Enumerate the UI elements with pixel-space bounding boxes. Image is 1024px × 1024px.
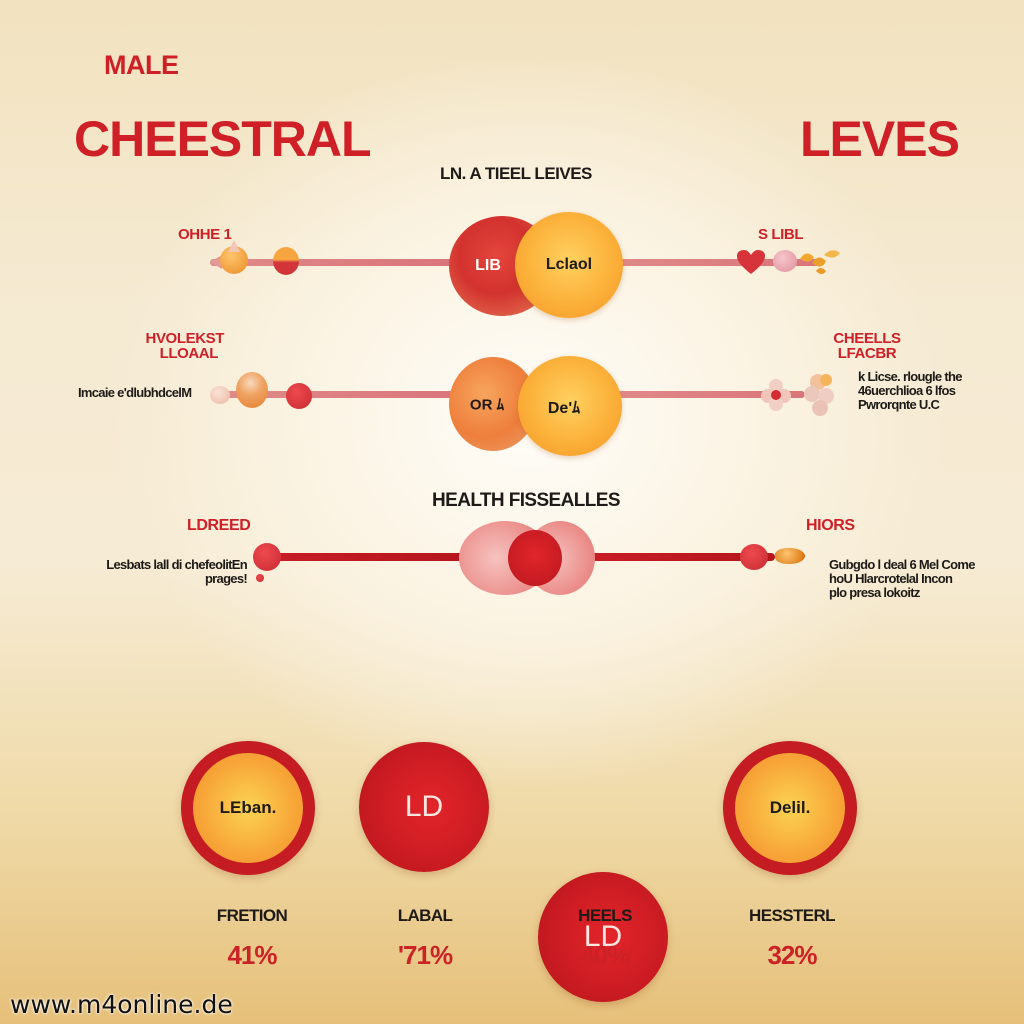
hdl-orb: Lclaol: [515, 212, 623, 318]
row1-right-bar: [610, 259, 820, 266]
flame-tip-icon: [775, 548, 805, 564]
main-title-right: LEVES: [800, 111, 960, 167]
row1-left-bar: [210, 259, 460, 266]
stat-circle-2-label: LD: [404, 790, 444, 823]
section-left-bar: [262, 553, 472, 561]
left-node-icon: [253, 543, 281, 571]
stat-3: HEELS 40%: [525, 906, 685, 971]
flower-cluster-icon: [761, 374, 834, 416]
stat-2-label: LABAL: [397, 906, 453, 925]
row2-right-desc: k Licse. rlougle the 46uerchlioa 6 lfos …: [858, 370, 962, 412]
row1-left-label: OHHE 1: [178, 226, 232, 243]
section-title: HEALTH FISSEALLES: [432, 490, 621, 511]
stat-4: HESSTERL 32%: [712, 906, 872, 971]
stat-1: FRETION 41%: [172, 906, 332, 971]
or-orb-label: OR ﾑ: [469, 396, 505, 414]
row2-left-desc: Imcaie e'dlubhdcelM: [78, 385, 192, 400]
section-right-desc: Gubgdo l deal 6 Mel Come hoU Hlarcrotela…: [829, 558, 975, 600]
peach-drop-icon: [210, 386, 230, 404]
row1-right-label: S LIBL: [758, 226, 804, 243]
section-left-desc-line1: Lesbats lall di chefeolitEn: [106, 557, 247, 572]
section-left-label: LDREED: [187, 517, 251, 534]
row2-right-label-line1: CHEELLS: [833, 330, 901, 347]
section-right-desc-line1: Gubgdo l deal 6 Mel Come: [829, 557, 975, 572]
stat-circle-1: LEban.: [181, 741, 315, 875]
stat-circle-4-label: Delil.: [769, 798, 811, 817]
right-node-icon: [740, 544, 768, 570]
row2-right-bar: [615, 391, 805, 398]
section-right-bar: [585, 553, 775, 561]
spike-tip-icon: [228, 240, 240, 252]
stat-2-value: '71%: [397, 940, 453, 970]
red-dot-icon: [286, 383, 312, 409]
stat-circle-2: LD: [359, 742, 489, 872]
pink-blob-icon: [773, 250, 797, 272]
stat-3-label: HEELS: [578, 906, 632, 925]
section-right-desc-line2: hoU Hlarcrotelal Incon: [829, 571, 953, 586]
watermark: www.m4online.de: [10, 990, 233, 1019]
heart-icon: [737, 250, 765, 274]
row2-right-label: CHEELLS LFACBR: [822, 331, 912, 361]
section-left-desc: Lesbats lall di chefeolitEn prages!: [97, 558, 247, 586]
row2-left-bar: [225, 391, 465, 398]
hdl-orb-label: Lclaol: [545, 256, 593, 273]
stat-4-value: 32%: [767, 940, 817, 970]
mixed-orb-icon: [273, 247, 299, 275]
row2-left-label-line1: HVOLEKST: [145, 330, 225, 347]
stat-circle-3: LD: [538, 872, 668, 1002]
health-orb-core: [508, 530, 562, 586]
drip-icon: [256, 574, 264, 582]
section-left-desc-line2: prages!: [204, 571, 248, 586]
stat-1-value: 41%: [227, 940, 277, 970]
leaf-snack-icon: [800, 250, 840, 274]
section-right-desc-line3: plo presa lokoitz: [829, 585, 920, 600]
kicker-title: MALE: [104, 50, 179, 80]
orange-fruit-icon: [236, 372, 268, 408]
stat-circle-4: Delil.: [723, 741, 857, 875]
row2-right-desc-line1: k Licse. rlougle the: [858, 369, 962, 384]
stat-circle-3-label: LD: [583, 920, 623, 953]
ldl-orb-label: LIB: [475, 257, 501, 274]
stat-4-label: HESSTERL: [749, 906, 835, 925]
stat-circle-1-label: LEban.: [219, 798, 277, 817]
row2-right-desc-line2: 46uerchlioa 6 lfos: [858, 383, 956, 398]
row2-left-label: HVOLEKST LLOAAL: [130, 330, 225, 362]
de-orb: De'ﾑ: [518, 356, 622, 456]
de-orb-label: De'ﾑ: [547, 400, 581, 417]
row2-left-label-line2: LLOAAL: [159, 345, 219, 362]
subtitle: LN. A TIEEL LEIVES: [440, 164, 592, 183]
arrow-left-icon: [210, 255, 222, 269]
section-right-label: HIORS: [806, 517, 855, 534]
stat-2: LABAL '71%: [345, 906, 505, 971]
main-title-left: CHEESTRAL: [74, 111, 372, 167]
row2-right-label-line2: LFACBR: [837, 345, 897, 362]
stat-3-value: 40%: [580, 940, 630, 970]
stat-1-label: FRETION: [216, 906, 288, 925]
row2-right-desc-line3: Pwrorqnte U.C: [858, 397, 940, 412]
